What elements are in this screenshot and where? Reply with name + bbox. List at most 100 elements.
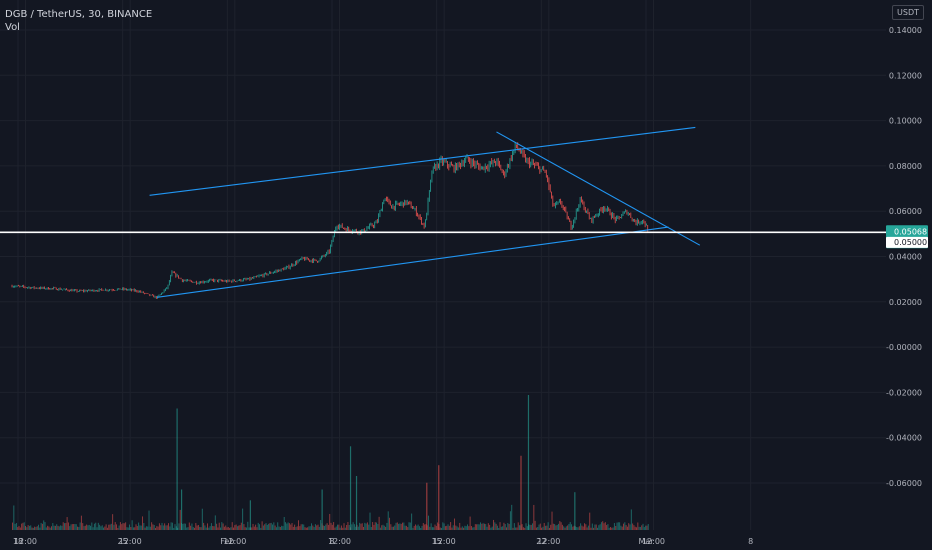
volume-bar (301, 524, 303, 530)
volume-bar (539, 523, 541, 530)
volume-bar (138, 522, 140, 530)
volume-bar (619, 522, 621, 530)
volume-bar (168, 523, 170, 530)
volume-bar (291, 523, 293, 530)
price-axis[interactable]: 0.14000 0.12000 0.10000 0.08000 0.06000 0.040… (886, 26, 922, 488)
volume-bar (66, 517, 68, 530)
volume-bar (148, 510, 150, 530)
volume-bar (443, 523, 445, 530)
volume-bar (437, 522, 439, 530)
volume-bar (35, 527, 37, 530)
volume-bar (363, 526, 365, 530)
volume-bar (151, 522, 153, 530)
volume-bar (610, 527, 612, 530)
volume-bar (103, 527, 105, 530)
volume-bar (476, 524, 478, 530)
volume-bar (248, 527, 250, 530)
volume-bar (322, 525, 324, 530)
volume-bar (268, 523, 270, 530)
volume-bar (262, 525, 264, 530)
volume-bar (481, 523, 483, 530)
volume-indicator-label[interactable]: Vol (5, 22, 20, 33)
trendline-1 (156, 226, 669, 298)
volume-bar (409, 522, 411, 530)
symbol-title[interactable]: DGB / TetherUS, 30, BINANCE (5, 9, 153, 20)
chart-drawings[interactable] (0, 126, 886, 298)
level-label: 0.05000 (894, 238, 927, 247)
volume-bar (623, 523, 625, 530)
volume-bar (114, 522, 116, 530)
volume-bar (26, 527, 28, 530)
volume-bar (179, 509, 181, 530)
volume-bar (455, 525, 457, 530)
volume-bar (392, 526, 394, 530)
volume-bar (73, 524, 75, 530)
volume-bar (564, 527, 566, 530)
volume-bar (590, 527, 592, 530)
volume-bar (191, 523, 193, 530)
volume-bar (398, 523, 400, 530)
volume-bar (593, 527, 595, 530)
volume-bar (234, 525, 236, 530)
x-tick-label: 8 (748, 537, 753, 546)
volume-bar (503, 522, 505, 530)
volume-bar (104, 526, 106, 530)
volume-bar (408, 522, 410, 530)
volume-bar (123, 523, 125, 530)
volume-bar (152, 524, 154, 530)
volume-bar (252, 523, 254, 530)
volume-spike (426, 482, 428, 530)
volume-bar (486, 526, 488, 530)
volume-bar (184, 523, 186, 530)
volume-bar (161, 522, 163, 530)
volume-bar (91, 522, 93, 530)
volume-bar (369, 512, 371, 530)
volume-bar (175, 526, 177, 530)
volume-bar (36, 526, 38, 530)
volume-bar (330, 522, 332, 530)
volume-spike (520, 455, 522, 530)
volume-bar (162, 525, 164, 530)
volume-bar (439, 527, 441, 530)
volume-bar (230, 527, 232, 530)
volume-bar (603, 523, 605, 530)
volume-bar (563, 526, 565, 530)
volume-bar (70, 524, 72, 530)
volume-bar (620, 525, 622, 530)
volume-bar (595, 524, 597, 530)
currency-button[interactable]: USDT (892, 5, 924, 20)
volume-bar (370, 526, 372, 530)
volume-bar (270, 522, 272, 530)
volume-bar (413, 525, 415, 530)
volume-bar (204, 525, 206, 530)
volume-bar (400, 523, 402, 530)
volume-bar (119, 522, 121, 530)
volume-bar (591, 523, 593, 530)
volume-bar (15, 523, 17, 530)
volume-bar (121, 524, 123, 530)
volume-bar (45, 527, 47, 530)
volume-bar (374, 522, 376, 530)
volume-spike (527, 395, 530, 530)
volume-bar (30, 525, 32, 530)
volume-bar (125, 522, 127, 530)
volume-bar (500, 526, 502, 530)
volume-bar (246, 527, 248, 530)
volume-bar (451, 527, 453, 530)
volume-bar (473, 527, 475, 530)
price-candles (11, 142, 649, 299)
volume-bar (541, 527, 543, 530)
volume-bar (209, 526, 211, 530)
volume-bar (607, 524, 609, 530)
volume-bar (352, 522, 354, 530)
volume-bar (54, 525, 56, 530)
volume-bar (100, 526, 102, 530)
volume-bar (421, 525, 423, 530)
volume-bar (559, 521, 561, 530)
volume-bar (126, 527, 128, 530)
volume-bar (396, 522, 398, 530)
trendline-2 (496, 131, 701, 246)
volume-bar (530, 524, 532, 530)
